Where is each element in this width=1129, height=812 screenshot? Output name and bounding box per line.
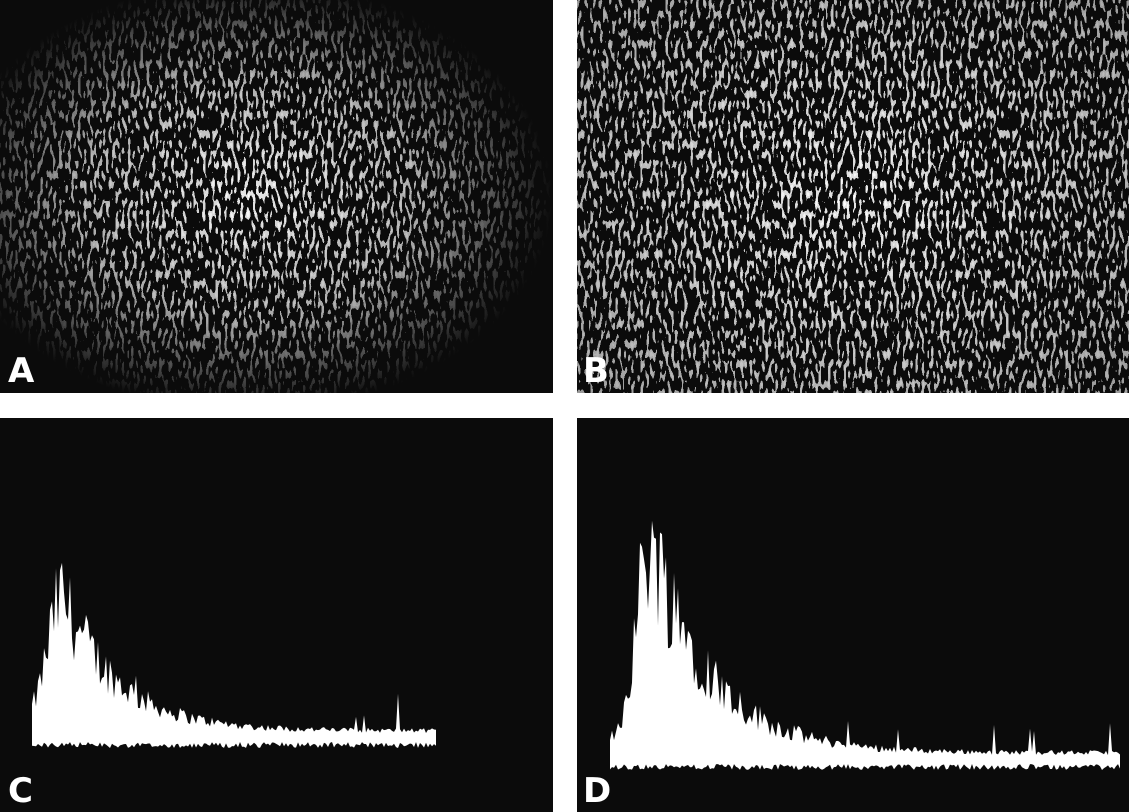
panel-c: C — [0, 418, 553, 812]
panel-label: D — [583, 771, 611, 811]
panel-label: B — [583, 351, 609, 391]
spectrum — [32, 562, 436, 748]
panel-d: D — [577, 418, 1129, 812]
panel-a: A — [0, 0, 553, 393]
panel-label: C — [8, 771, 33, 811]
panel-label: A — [8, 351, 35, 391]
panel-b: B — [577, 0, 1129, 393]
spectrum — [610, 520, 1120, 770]
